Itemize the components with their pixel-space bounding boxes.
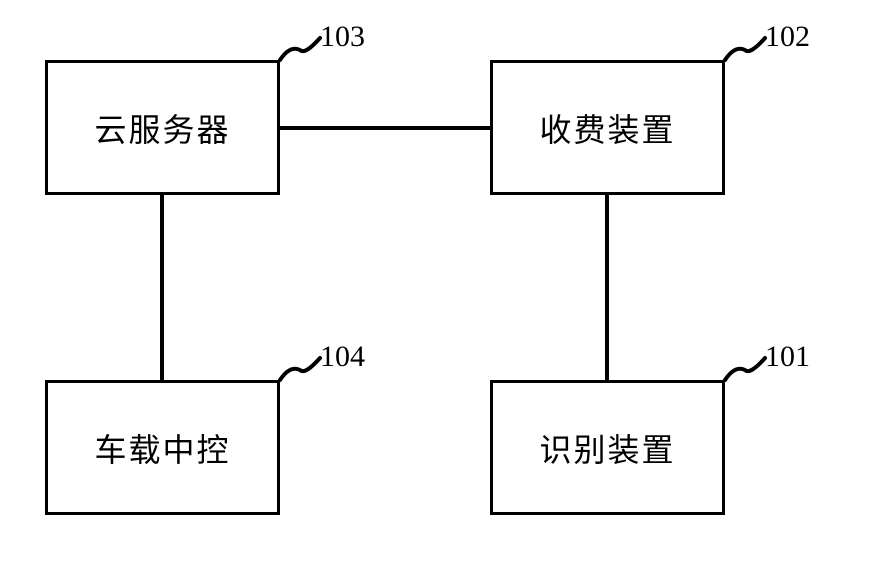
diagram-canvas: 云服务器收费装置车载中控识别装置103102104101 xyxy=(0,0,876,575)
ref-label-101: 101 xyxy=(765,340,810,374)
callout-101 xyxy=(0,0,876,575)
